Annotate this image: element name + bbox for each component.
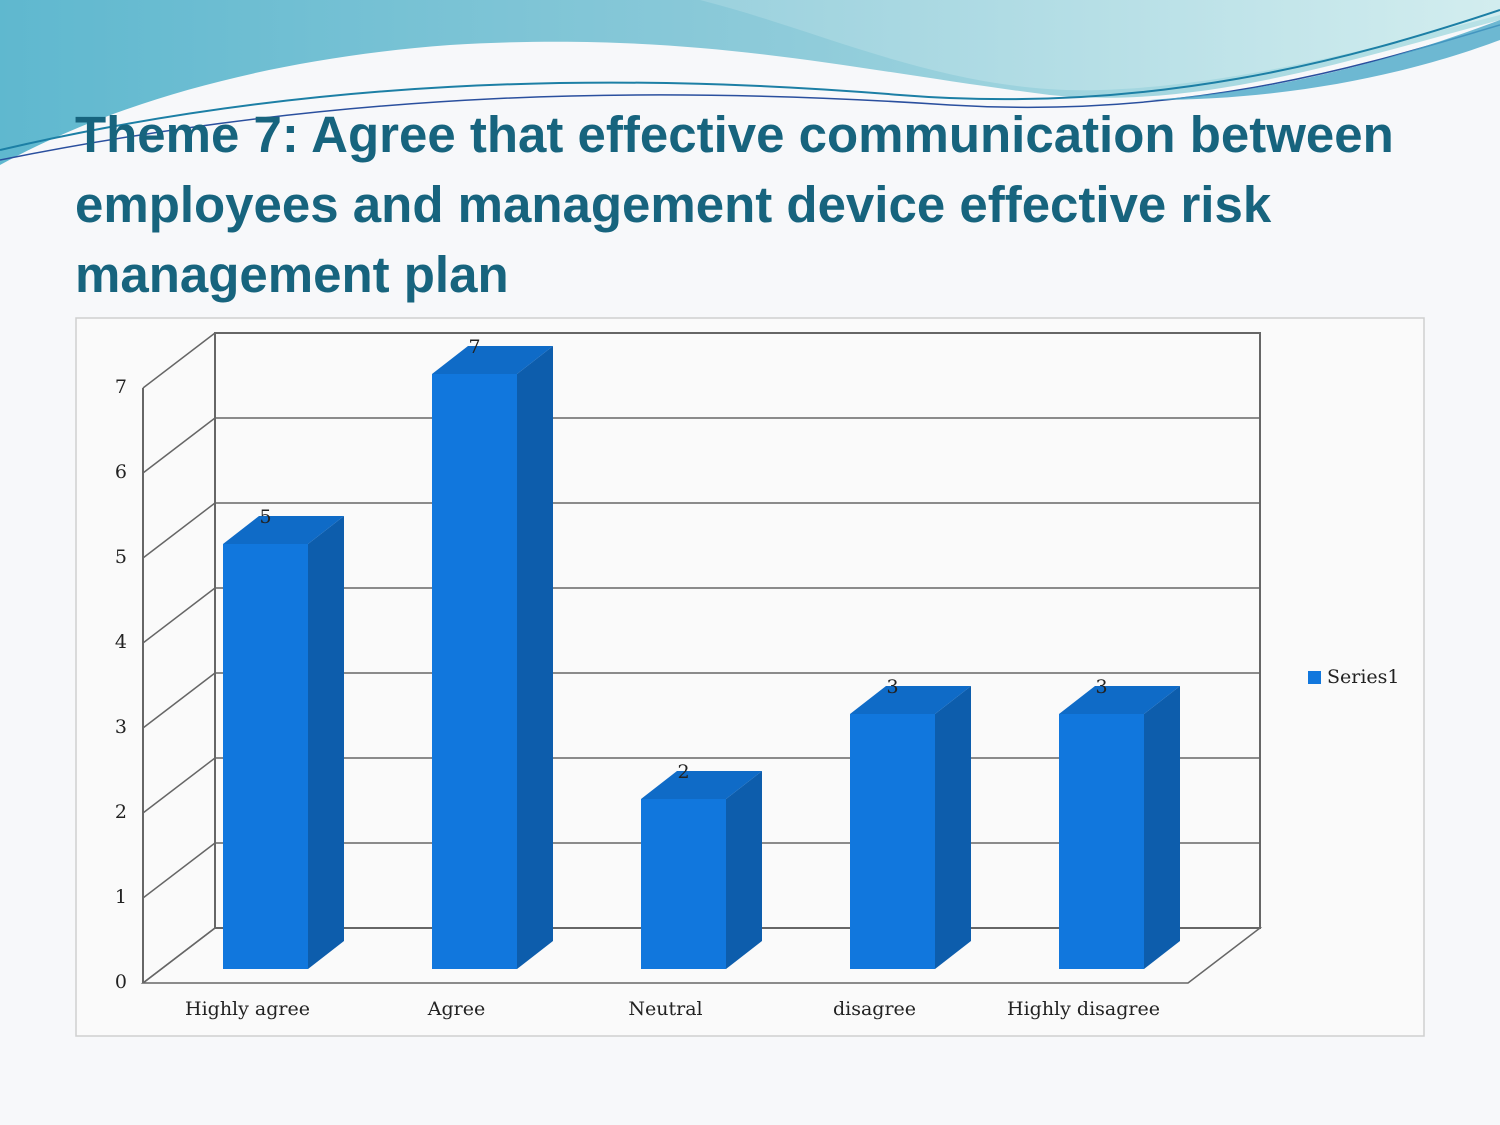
x-tick-label: Highly agree (185, 998, 310, 1020)
bar-front (850, 714, 935, 969)
y-tick-label: 4 (115, 631, 127, 653)
wave (1150, 20, 1500, 100)
y-tick-label: 1 (115, 886, 127, 908)
bar (1059, 686, 1180, 969)
bar-side (726, 771, 762, 969)
bar (432, 346, 553, 969)
x-tick-label: disagree (833, 998, 916, 1020)
data-label: 2 (677, 761, 689, 783)
bar (223, 516, 344, 969)
grid-line-side (142, 672, 216, 729)
data-label: 7 (468, 336, 480, 358)
y-tick-label: 2 (115, 801, 127, 823)
wave-line (0, 9, 1500, 151)
grid-line-side (142, 757, 216, 814)
bar-side (935, 686, 971, 969)
wave (700, 0, 1500, 91)
bar-top (223, 516, 344, 544)
wave-line (0, 24, 1500, 161)
bar-side (517, 346, 553, 969)
y-tick-label: 0 (115, 971, 127, 993)
bar-top (641, 771, 762, 799)
x-tick-label: Highly disagree (1007, 998, 1160, 1020)
bar-front (641, 799, 726, 969)
bar (641, 771, 762, 969)
legend-label: Series1 (1327, 666, 1400, 688)
grid-line-side (142, 587, 216, 644)
bar-side (308, 516, 344, 969)
bar-side (1144, 686, 1180, 969)
chart-title: Theme 7: Agree that effective communicat… (75, 106, 1394, 303)
bar-front (1059, 714, 1144, 969)
bar-top (1059, 686, 1180, 714)
bar-front (432, 374, 517, 969)
bar-front (223, 544, 308, 969)
grid-line-side (142, 332, 216, 389)
x-tick-label: Agree (427, 998, 485, 1020)
y-tick-label: 6 (115, 461, 127, 483)
bar (850, 686, 971, 969)
grid-line-side (142, 502, 216, 559)
bar-top (432, 346, 553, 374)
grid-line-side (142, 927, 216, 984)
y-tick-label: 7 (115, 376, 127, 398)
grid-line-side (142, 417, 216, 474)
data-label: 5 (259, 506, 271, 528)
bar-top (850, 686, 971, 714)
y-tick-label: 5 (115, 546, 127, 568)
grid-line-side (142, 842, 216, 899)
legend-swatch (1308, 671, 1321, 684)
y-tick-label: 3 (115, 716, 127, 738)
x-tick-label: Neutral (628, 998, 702, 1020)
data-label: 3 (1095, 676, 1107, 698)
data-label: 3 (886, 676, 898, 698)
